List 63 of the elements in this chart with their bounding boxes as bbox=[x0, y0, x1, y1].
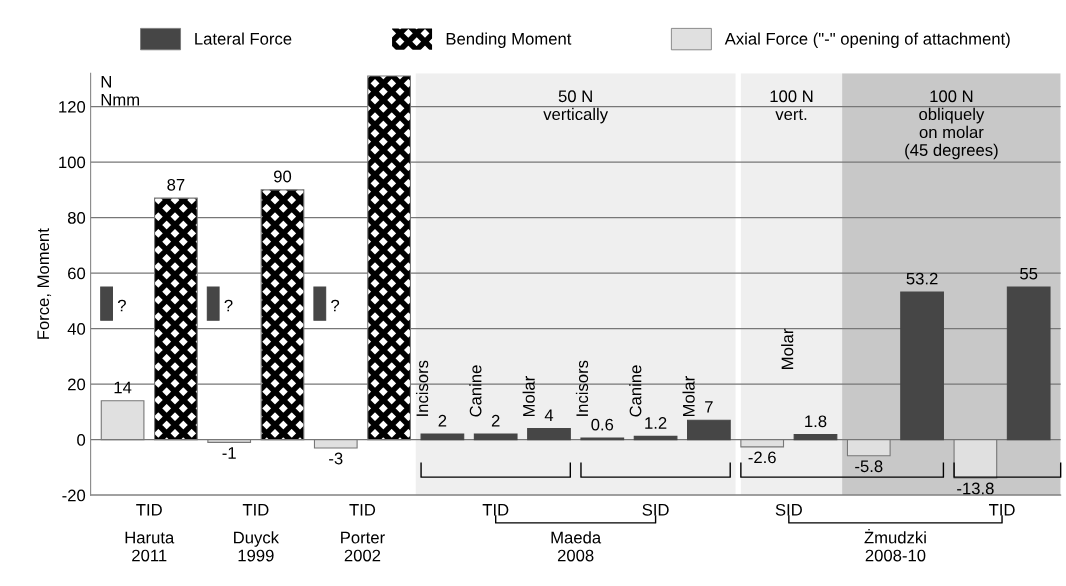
annotation: N Nmm bbox=[101, 75, 140, 106]
bar bbox=[1006, 286, 1051, 441]
data-label: -1 bbox=[222, 447, 236, 459]
text: TID bbox=[988, 504, 1015, 516]
annotation: 100 N obliquely on molar (45 degrees) bbox=[905, 90, 998, 160]
annotation: Incisors bbox=[575, 360, 589, 416]
bar bbox=[687, 419, 731, 441]
bar bbox=[420, 433, 465, 441]
bar bbox=[633, 435, 678, 441]
text: Haruta 2011 bbox=[125, 531, 175, 562]
data-label: ? bbox=[224, 299, 233, 312]
text: TID bbox=[482, 504, 509, 516]
legend-label: Lateral Force bbox=[195, 32, 292, 45]
text: Żmudzki 2008-10 bbox=[864, 528, 926, 562]
annotation: 100 N vert. bbox=[770, 90, 813, 121]
data-label: ? bbox=[117, 299, 126, 312]
y-tick-label: 20 bbox=[68, 378, 86, 391]
y-tick-label: -20 bbox=[62, 489, 86, 502]
y-tick-label: 60 bbox=[68, 267, 86, 280]
annotation: Molar bbox=[522, 376, 535, 417]
annotation: 50 N vertically bbox=[543, 90, 609, 124]
data-label: 2 bbox=[438, 414, 447, 427]
y-tick-label: 0 bbox=[77, 434, 86, 446]
data-label: 1.8 bbox=[805, 415, 827, 428]
data-label: 14 bbox=[114, 381, 132, 394]
annotation: Molar bbox=[682, 376, 695, 417]
bar bbox=[527, 427, 571, 441]
text: Porter 2002 bbox=[341, 531, 385, 562]
annotation: Molar bbox=[781, 328, 794, 369]
y-tick-label: 120 bbox=[59, 100, 86, 113]
data-label: -13.8 bbox=[957, 482, 994, 495]
data-label: 55 bbox=[1020, 267, 1038, 280]
data-label: -3 bbox=[329, 452, 343, 465]
data-label: 87 bbox=[167, 178, 185, 191]
text: TID bbox=[242, 504, 269, 516]
annotation: Canine bbox=[629, 365, 642, 417]
data-label: 1.2 bbox=[645, 417, 667, 429]
legend-label: Bending Moment bbox=[446, 32, 572, 49]
text: Maeda 2008 bbox=[551, 531, 602, 562]
data-label: -2.6 bbox=[748, 451, 776, 464]
data-label: 0.6 bbox=[591, 418, 614, 431]
data-label: -5.8 bbox=[855, 460, 883, 473]
annotation: Incisors bbox=[415, 360, 429, 416]
annotation: Canine bbox=[469, 365, 482, 417]
text: SID bbox=[642, 503, 669, 516]
data-label: 90 bbox=[274, 170, 292, 183]
y-tick-label: 80 bbox=[67, 211, 86, 224]
legend-label: Axial Force ("-" opening of attachment) bbox=[724, 32, 1010, 49]
bar bbox=[900, 291, 944, 441]
bar bbox=[793, 434, 838, 441]
data-label: ? bbox=[331, 299, 340, 312]
text: TID bbox=[136, 504, 162, 516]
text: Duyck 1999 bbox=[234, 531, 280, 562]
y-tick-label: 40 bbox=[67, 323, 86, 335]
y-axis-title: Force, Moment bbox=[37, 228, 52, 339]
y-tick-label: 100 bbox=[59, 156, 86, 169]
data-label: 4 bbox=[544, 409, 554, 421]
data-label: 53.2 bbox=[906, 272, 938, 285]
text: TID bbox=[349, 504, 376, 516]
bar bbox=[473, 433, 518, 441]
text: SID bbox=[775, 503, 802, 516]
data-label: 7 bbox=[705, 401, 713, 413]
data-label: 2 bbox=[491, 414, 500, 427]
